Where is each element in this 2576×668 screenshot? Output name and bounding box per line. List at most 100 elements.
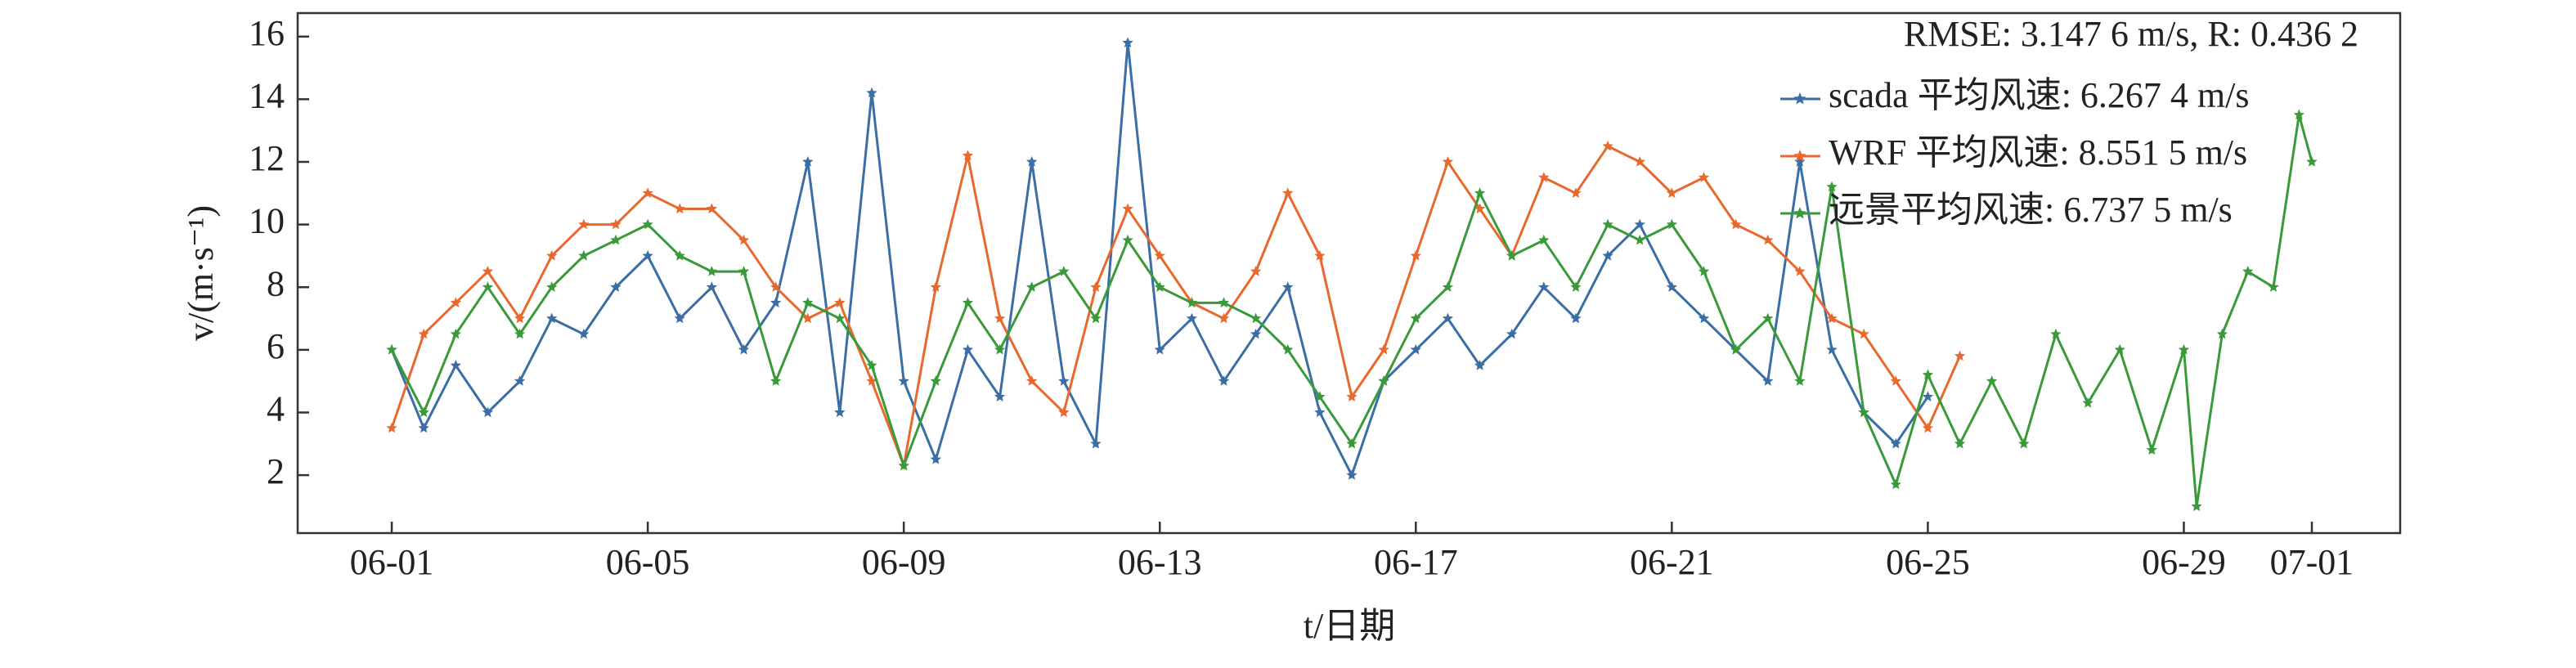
data-point [930,454,941,464]
data-point [1890,375,1901,386]
data-point [1922,369,1934,380]
data-point [1506,328,1518,339]
data-point [450,328,461,339]
data-point [674,312,685,324]
data-point [1762,234,1774,245]
data-point [738,343,750,355]
legend-marker [1793,150,1806,162]
legend-marker [1793,92,1806,105]
data-point [962,150,974,160]
data-point [386,422,397,433]
y-axis-label: v/(m·s⁻¹) [181,205,221,341]
data-point [2306,156,2318,167]
data-point [1634,156,1645,167]
x-axis-label: t/日期 [1304,606,1395,646]
y-tick-label: 6 [267,326,285,366]
data-point [450,297,461,308]
data-point [1922,422,1934,433]
data-point [994,312,1006,324]
data-point [1474,360,1486,370]
data-point [1346,437,1358,449]
data-point [1666,281,1677,292]
data-point [898,375,909,386]
data-point [1026,375,1038,386]
data-point [834,312,846,324]
x-tick-label: 06-25 [1886,542,1970,582]
data-point [1218,312,1230,324]
x-tick-label: 06-29 [2142,542,2226,582]
data-point [1474,203,1486,214]
data-point [1186,297,1197,308]
data-point [1602,218,1613,230]
data-point [2082,397,2094,408]
data-point [866,375,877,386]
data-point [1026,156,1038,167]
data-point [962,297,974,308]
legend-label: 远景平均风速: 6.737 5 m/s [1829,190,2233,230]
data-point [482,281,494,292]
data-point [1250,328,1262,339]
data-point [1346,469,1358,480]
legend-label: scada 平均风速: 6.267 4 m/s [1829,75,2250,115]
data-point [546,281,558,292]
annotation: RMSE: 3.147 6 m/s, R: 0.436 2 [1904,14,2358,54]
data-point [418,406,429,418]
y-tick-label: 16 [249,13,285,53]
data-point [1538,281,1550,292]
data-point [1762,375,1774,386]
data-point [2242,266,2254,276]
data-point [1218,297,1230,308]
data-point [1122,203,1133,214]
data-point [2146,444,2157,455]
data-point [802,297,814,308]
data-point [674,203,685,214]
data-point [930,281,941,292]
data-point [450,360,461,370]
y-tick-label: 12 [249,138,285,178]
data-point [1570,187,1582,198]
data-point [482,266,494,276]
data-point [1154,281,1165,292]
data-point [514,328,526,339]
data-point [1922,391,1934,401]
data-point [418,328,429,339]
data-point [1602,140,1613,151]
data-point [1186,312,1197,324]
data-point [2216,328,2228,339]
series-line [390,114,2313,507]
data-point [1410,343,1421,355]
y-tick-label: 4 [267,389,285,429]
data-point [1250,266,1262,276]
data-point [1090,312,1102,324]
y-tick-label: 14 [249,75,285,115]
data-point [1794,266,1806,276]
data-point [1474,187,1486,198]
x-tick-label: 06-13 [1118,542,1202,582]
data-point [706,281,717,292]
data-point [1218,375,1230,386]
data-point [1058,266,1070,276]
data-point [546,249,558,261]
data-point [1250,312,1262,324]
data-point [546,312,558,324]
data-point [1282,281,1294,292]
data-point [610,281,622,292]
data-point [1698,312,1710,324]
data-point [1378,375,1389,386]
data-point [1698,266,1710,276]
data-point [802,312,814,324]
data-point [1858,406,1869,418]
data-point [1794,156,1806,167]
data-point [578,328,590,339]
data-point [2050,328,2062,339]
data-point [706,266,717,276]
data-point [1058,406,1070,418]
data-point [2018,437,2030,449]
data-point [642,249,653,261]
x-tick-label: 06-09 [862,542,946,582]
data-point [1314,406,1326,418]
data-point [1282,187,1294,198]
data-point [1122,37,1133,48]
data-point [1602,249,1613,261]
